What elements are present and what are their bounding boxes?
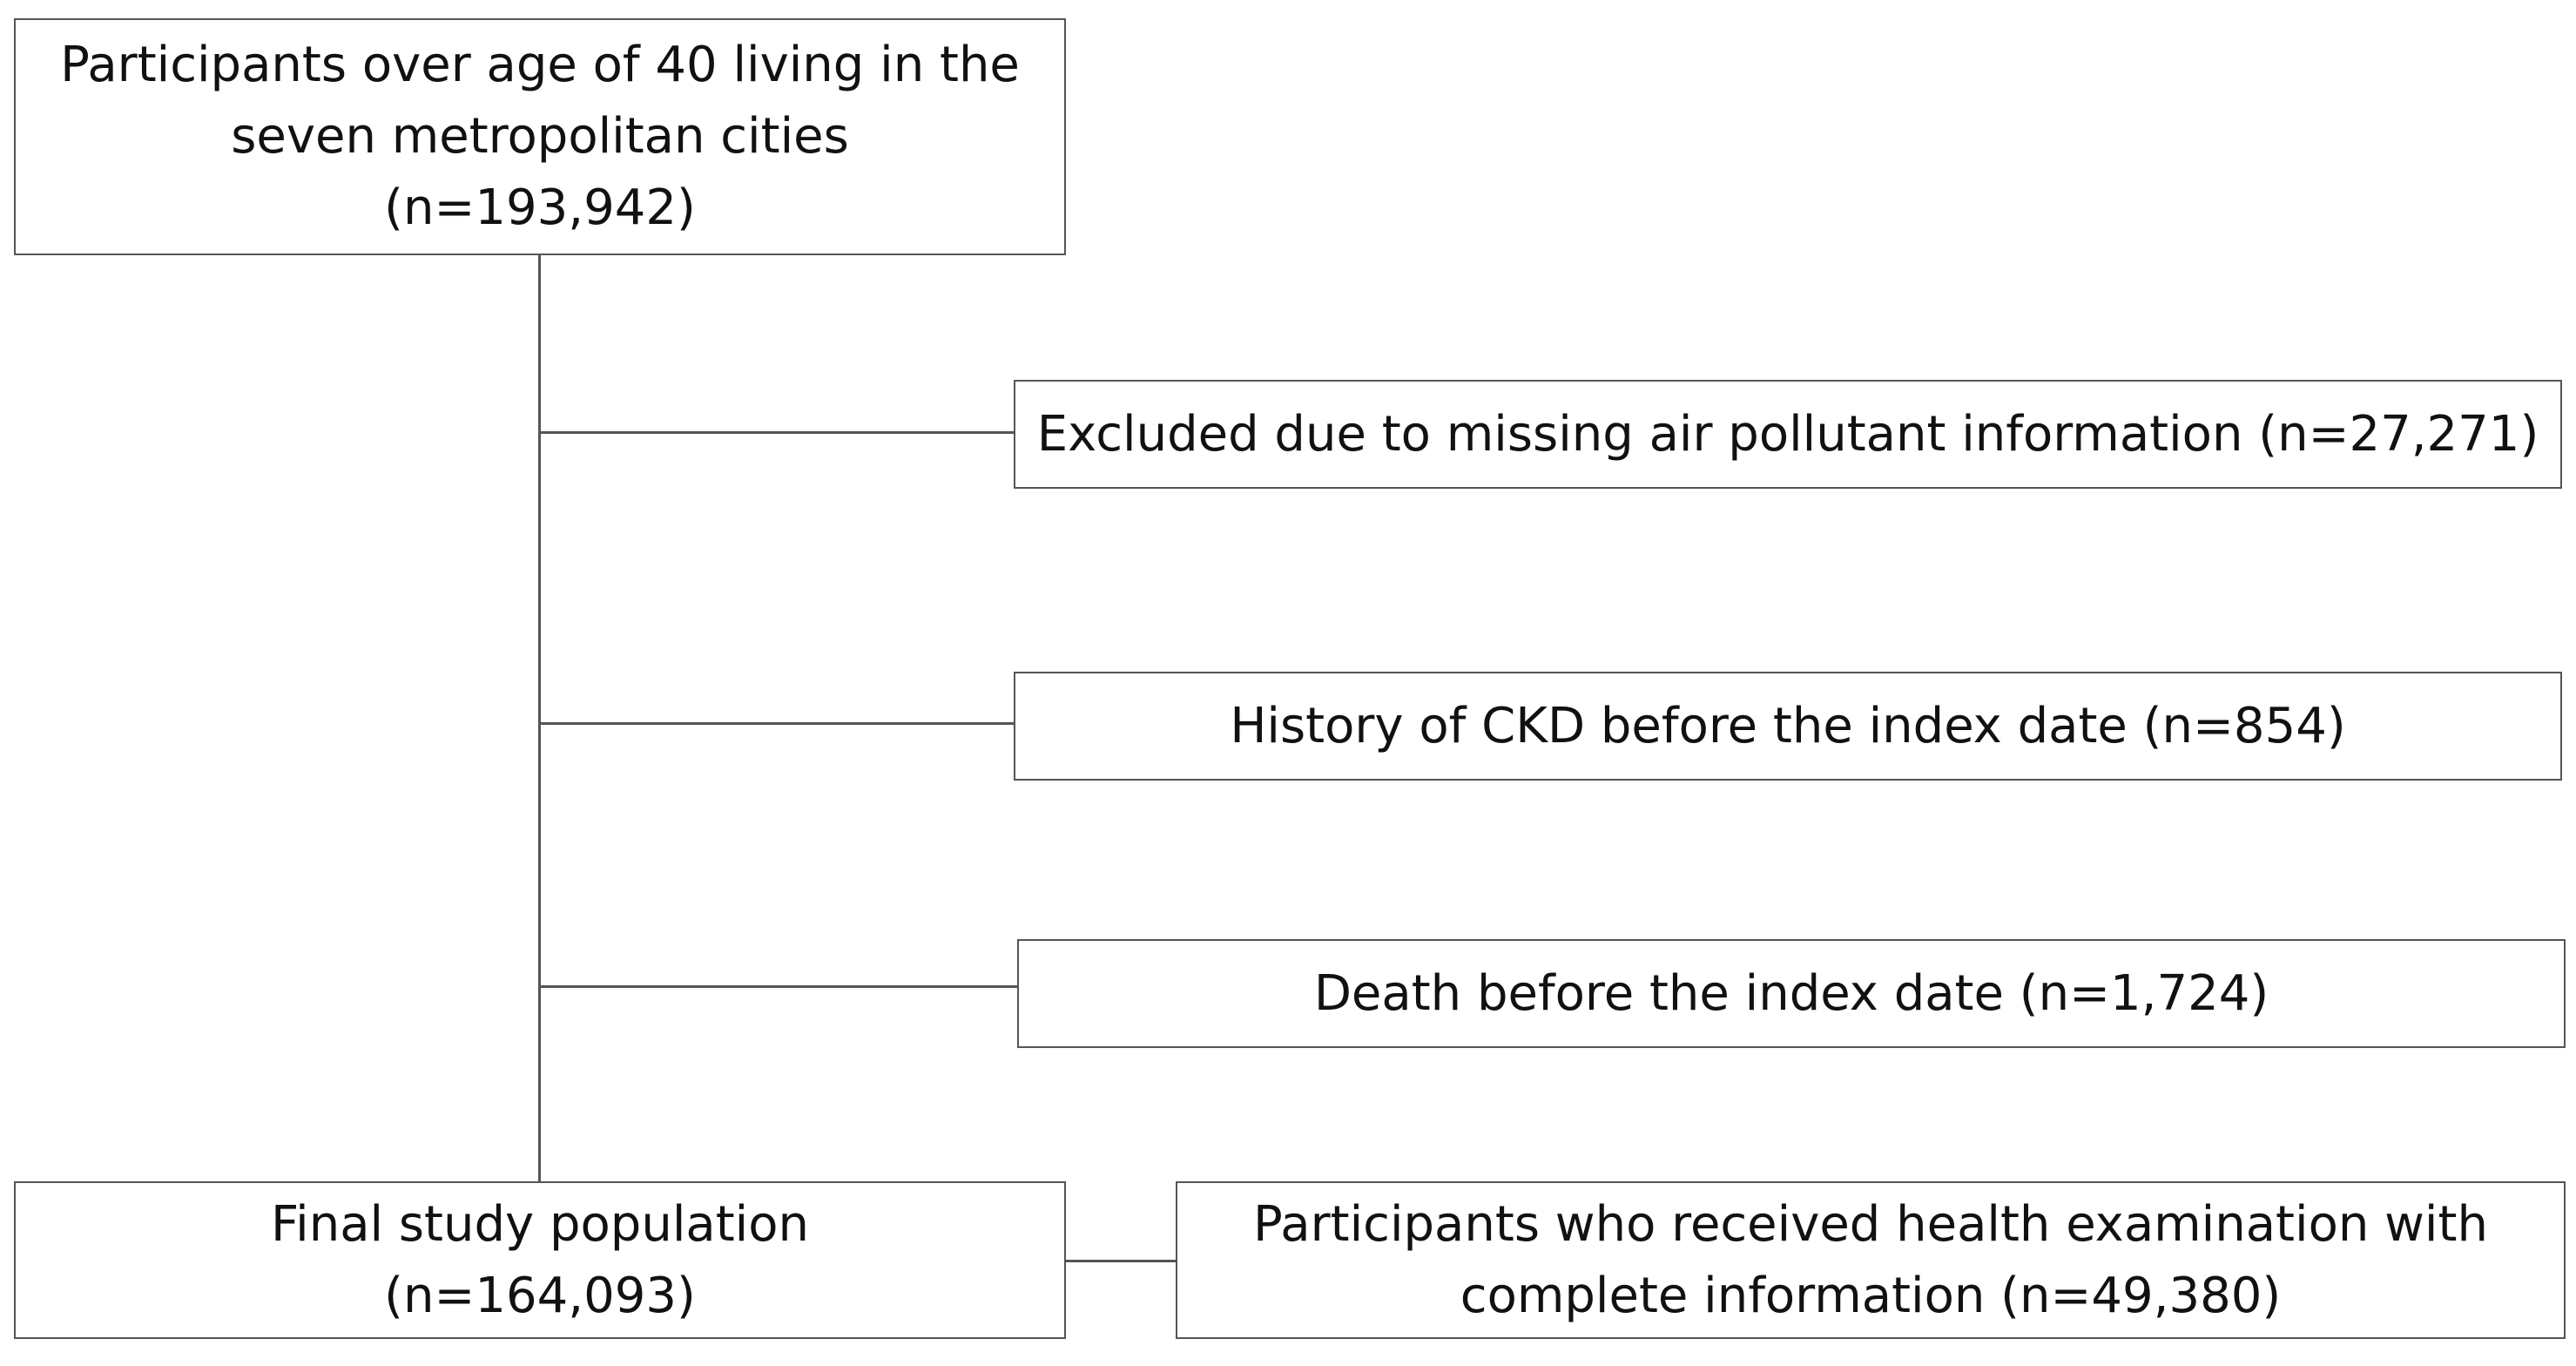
- initial-participants-box: Participants over age of 40 living in th…: [14, 18, 1066, 255]
- exclusion-text-death: Death before the index date (n=1,724): [1313, 964, 2269, 1022]
- initial-participants-count: (n=193,942): [384, 179, 696, 236]
- exclusion-box-ckd-history: History of CKD before the index date (n=…: [1014, 672, 2562, 781]
- initial-participants-line1: Participants over age of 40 living in th…: [60, 37, 1020, 94]
- final-study-population-box: Final study population (n=164,093): [14, 1181, 1066, 1339]
- exclusion-connector-air-pollutant: [538, 431, 1014, 434]
- health-examination-subset-line1: Participants who received health examina…: [1253, 1195, 2488, 1253]
- main-flow-line: [538, 255, 541, 1181]
- exclusion-connector-ckd-history: [538, 722, 1014, 725]
- exclusion-text-ckd-history: History of CKD before the index date (n=…: [1230, 697, 2346, 754]
- exclusion-text-air-pollutant: Excluded due to missing air pollutant in…: [1036, 405, 2539, 463]
- exclusion-box-air-pollutant: Excluded due to missing air pollutant in…: [1014, 380, 2562, 489]
- exclusion-box-death: Death before the index date (n=1,724): [1017, 939, 2566, 1048]
- subset-connector: [1066, 1260, 1176, 1262]
- health-examination-subset-line2: complete information (n=49,380): [1460, 1267, 2282, 1324]
- initial-participants-line2: seven metropolitan cities: [231, 108, 849, 166]
- final-study-population-label: Final study population: [271, 1195, 809, 1253]
- health-examination-subset-box: Participants who received health examina…: [1176, 1181, 2566, 1339]
- exclusion-connector-death: [538, 985, 1017, 988]
- final-study-population-count: (n=164,093): [384, 1267, 696, 1324]
